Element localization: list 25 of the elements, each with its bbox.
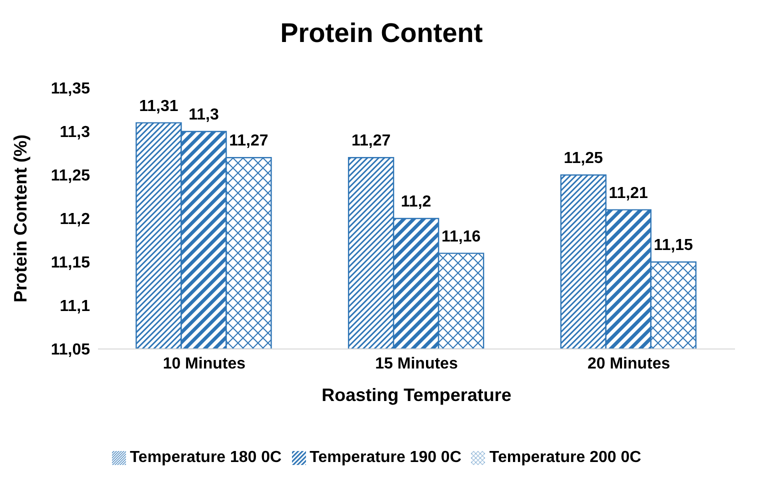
x-tick-label: 15 Minutes	[375, 355, 458, 372]
data-label: 11,31	[139, 98, 178, 115]
data-label: 11,15	[654, 237, 694, 254]
data-label: 11,21	[608, 184, 648, 202]
x-tick-label: 20 Minutes	[587, 355, 670, 372]
y-tick-label: 11,1	[60, 298, 90, 316]
legend-label: Temperature 190 0C	[310, 449, 462, 466]
y-tick-label: 11,2	[60, 211, 90, 228]
legend-label: Temperature 200 0C	[489, 449, 642, 466]
y-tick-label: 11,35	[50, 80, 90, 98]
y-tick-label: 11,25	[50, 168, 90, 185]
x-tick-label: 10 Minutes	[162, 355, 246, 372]
y-tick-label: 11,3	[60, 124, 90, 142]
data-label: 11,16	[441, 228, 481, 246]
y-tick-label: 11,15	[50, 254, 90, 272]
data-label: 11,2	[400, 194, 432, 210]
legend-label: Temperature 180 0C	[130, 449, 282, 466]
x-axis-title: Roasting Temperature	[322, 385, 512, 405]
y-axis-title: Protein Content (%)	[10, 134, 30, 302]
data-label: 11,25	[564, 150, 604, 167]
data-label: 11,27	[229, 132, 268, 150]
data-label: 11,3	[188, 106, 219, 124]
y-tick-label: 11,05	[50, 342, 90, 359]
chart-title: Protein Content	[279, 17, 484, 50]
data-label: 11,27	[351, 132, 391, 150]
